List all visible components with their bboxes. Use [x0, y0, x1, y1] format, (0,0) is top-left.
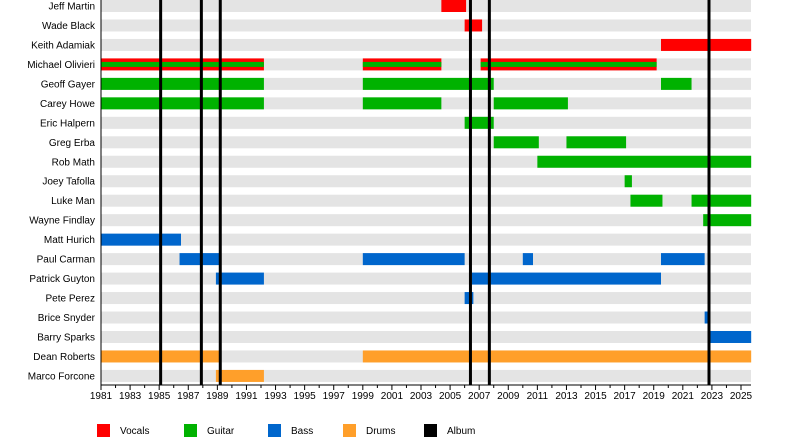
bar-guitar	[480, 61, 657, 67]
row-band	[101, 369, 751, 382]
member-label: Matt Hurich	[44, 235, 95, 246]
member-label: Pete Perez	[46, 294, 95, 305]
legend-swatch-album	[424, 424, 437, 437]
member-label: Barry Sparks	[37, 332, 95, 343]
bar-bass	[101, 233, 181, 246]
member-label: Keith Adamiak	[31, 40, 96, 51]
bar-bass	[661, 253, 705, 266]
row-band	[101, 0, 751, 12]
x-tick-label: 2001	[381, 391, 404, 402]
bar-vocals	[441, 0, 467, 12]
x-tick-label: 1989	[206, 391, 229, 402]
member-label: Greg Erba	[49, 138, 96, 149]
bar-guitar	[101, 97, 264, 110]
bar-vocals	[661, 38, 752, 51]
member-label: Luke Man	[51, 196, 95, 207]
x-tick-label: 2009	[497, 391, 520, 402]
x-tick-label: 2015	[584, 391, 607, 402]
x-tick-label: 1991	[235, 391, 258, 402]
bar-guitar	[362, 61, 442, 67]
legend-swatch-vocals	[97, 424, 110, 437]
x-tick-label: 1981	[90, 391, 113, 402]
row-band	[101, 116, 751, 129]
member-label: Eric Halpern	[40, 118, 95, 129]
row-band	[101, 292, 751, 305]
row-band	[101, 136, 751, 149]
x-tick-label: 1987	[177, 391, 200, 402]
x-tick-label: 1999	[352, 391, 375, 402]
x-tick-label: 1983	[119, 391, 142, 402]
x-tick-label: 2023	[701, 391, 724, 402]
member-label: Patrick Guyton	[29, 274, 95, 285]
bar-guitar	[661, 77, 692, 90]
x-tick-label: 2003	[410, 391, 433, 402]
x-tick-label: 2007	[468, 391, 491, 402]
bar-guitar	[101, 61, 264, 67]
bar-drums	[215, 369, 264, 382]
legend-swatch-drums	[343, 424, 356, 437]
bar-guitar	[493, 136, 539, 149]
x-tick-label: 2019	[643, 391, 666, 402]
x-tick-label: 1995	[294, 391, 317, 402]
member-label: Geoff Gayer	[41, 79, 96, 90]
row-band	[101, 233, 751, 246]
legend-label-bass: Bass	[291, 426, 313, 437]
x-tick-label: 2013	[555, 391, 578, 402]
row-band	[101, 19, 751, 32]
x-tick-label: 2025	[730, 391, 753, 402]
bar-guitar	[624, 175, 632, 188]
bar-bass	[471, 272, 661, 285]
bar-bass	[362, 253, 465, 266]
x-tick-label: 2011	[527, 391, 549, 402]
row-band	[101, 214, 751, 227]
legend-label-album: Album	[447, 426, 475, 437]
x-tick-label: 2021	[672, 391, 695, 402]
x-tick-label: 1997	[323, 391, 346, 402]
bar-guitar	[537, 155, 752, 168]
member-label: Rob Math	[52, 157, 95, 168]
x-tick-label: 2005	[439, 391, 462, 402]
row-band	[101, 194, 751, 207]
member-label: Michael Olivieri	[27, 60, 95, 71]
bar-vocals	[464, 19, 483, 32]
member-label: Dean Roberts	[33, 352, 95, 363]
x-tick-label: 2017	[614, 391, 637, 402]
member-label: Wade Black	[42, 21, 96, 32]
legend-swatch-bass	[268, 424, 281, 437]
legend-label-guitar: Guitar	[207, 426, 235, 437]
member-label: Brice Snyder	[38, 313, 96, 324]
legend-label-vocals: Vocals	[120, 426, 149, 437]
bar-guitar	[101, 77, 264, 90]
member-label: Marco Forcone	[28, 371, 96, 382]
bar-bass	[522, 253, 533, 266]
row-band	[101, 175, 751, 188]
member-label: Jeff Martin	[49, 2, 96, 13]
legend-swatch-guitar	[184, 424, 197, 437]
bar-drums	[362, 350, 752, 363]
bar-guitar	[703, 214, 752, 227]
x-tick-label: 1993	[264, 391, 287, 402]
bar-guitar	[691, 194, 752, 207]
member-label: Wayne Findlay	[29, 216, 95, 227]
row-band	[101, 330, 751, 343]
member-label: Joey Tafolla	[42, 177, 95, 188]
legend-label-drums: Drums	[366, 426, 395, 437]
bar-guitar	[566, 136, 627, 149]
bar-bass	[704, 311, 709, 324]
bar-bass	[215, 272, 264, 285]
x-tick-label: 1985	[148, 391, 171, 402]
bar-guitar	[493, 97, 568, 110]
bar-guitar	[630, 194, 663, 207]
bar-guitar	[362, 77, 494, 90]
row-band	[101, 311, 751, 324]
row-band	[101, 38, 751, 51]
member-label: Paul Carman	[37, 255, 95, 266]
bar-bass	[707, 330, 752, 343]
bar-guitar	[362, 97, 442, 110]
member-label: Carey Howe	[40, 99, 95, 110]
